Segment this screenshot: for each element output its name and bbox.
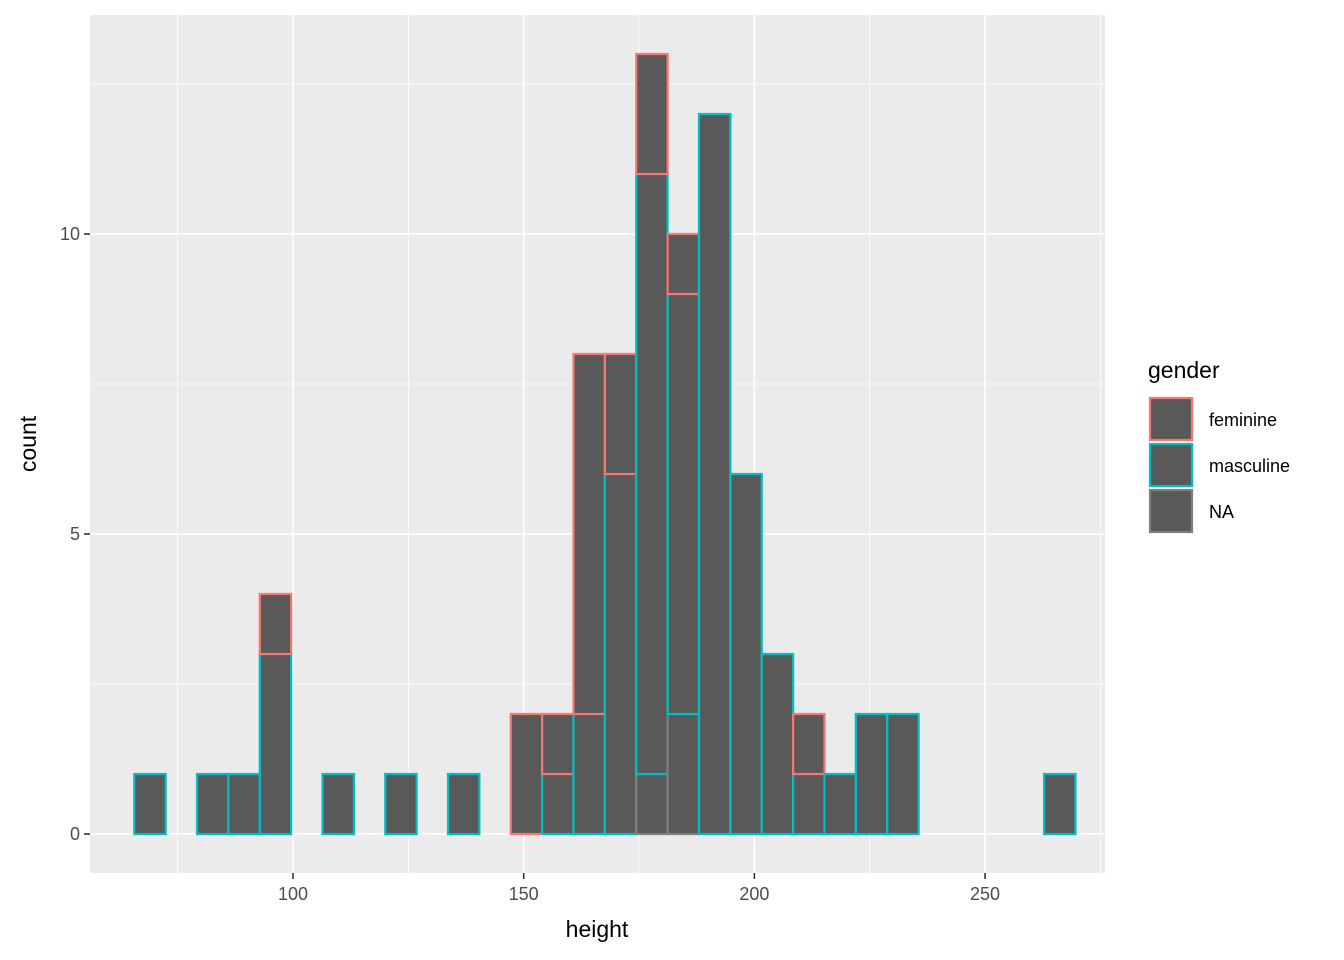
legend-key-na — [1148, 488, 1194, 534]
bar-masculine-bin-29 — [1042, 772, 1077, 836]
legend: gender feminine masculine NA — [1148, 357, 1290, 534]
bar-masculine-bin-0 — [133, 772, 167, 836]
legend-key-feminine — [1148, 396, 1194, 442]
bar-masculine-bin-14 — [572, 712, 606, 836]
y-tick-label: 10 — [60, 224, 80, 244]
bar-masculine-bin-16 — [635, 172, 669, 776]
bar-masculine-bin-13 — [541, 772, 575, 836]
bar-masculine-bin-15 — [603, 472, 638, 836]
bar-masculine-bin-10 — [446, 772, 481, 836]
y-tick-label: 0 — [70, 824, 80, 844]
legend-key-masculine — [1148, 442, 1194, 488]
bar-feminine-bin-4 — [258, 592, 293, 656]
y-axis-title: count — [15, 415, 41, 472]
bar-masculine-bin-6 — [321, 772, 356, 836]
bar-masculine-bin-21 — [792, 772, 826, 836]
x-axis-title: height — [566, 916, 629, 942]
bar-feminine-bin-14 — [572, 352, 606, 716]
x-tick-label: 250 — [970, 884, 1000, 904]
bar-masculine-bin-24 — [886, 712, 920, 836]
x-tick-label: 100 — [278, 884, 308, 904]
bar-feminine-bin-17 — [666, 232, 701, 296]
bar-masculine-bin-18 — [697, 112, 732, 836]
bar-feminine-bin-13 — [541, 712, 575, 776]
bar-feminine-bin-16 — [635, 52, 669, 176]
bar-masculine-bin-22 — [823, 772, 857, 836]
legend-label-masculine: masculine — [1209, 456, 1290, 476]
bar-masculine-bin-4 — [258, 652, 293, 836]
bar-masculine-bin-19 — [729, 472, 763, 836]
x-axis: 100 150 200 250 — [278, 873, 1000, 904]
bar-na-bin-17 — [666, 712, 701, 836]
x-tick-label: 200 — [739, 884, 769, 904]
bar-feminine-bin-15 — [603, 352, 638, 476]
y-tick-label: 5 — [70, 524, 80, 544]
histogram-bars — [133, 52, 1077, 836]
legend-title: gender — [1148, 357, 1220, 383]
y-axis: 0 5 10 — [60, 224, 90, 844]
bar-masculine-bin-23 — [854, 712, 889, 836]
bar-masculine-bin-2 — [195, 772, 230, 836]
bar-feminine-bin-12 — [509, 712, 544, 836]
bar-masculine-bin-17 — [666, 292, 701, 716]
legend-label-na: NA — [1209, 502, 1234, 522]
bar-masculine-bin-20 — [760, 652, 795, 836]
bar-feminine-bin-21 — [792, 712, 826, 776]
x-tick-label: 150 — [509, 884, 539, 904]
bar-na-bin-16 — [635, 772, 669, 836]
bar-masculine-bin-8 — [384, 772, 418, 836]
legend-label-feminine: feminine — [1209, 410, 1277, 430]
bar-masculine-bin-3 — [227, 772, 261, 836]
